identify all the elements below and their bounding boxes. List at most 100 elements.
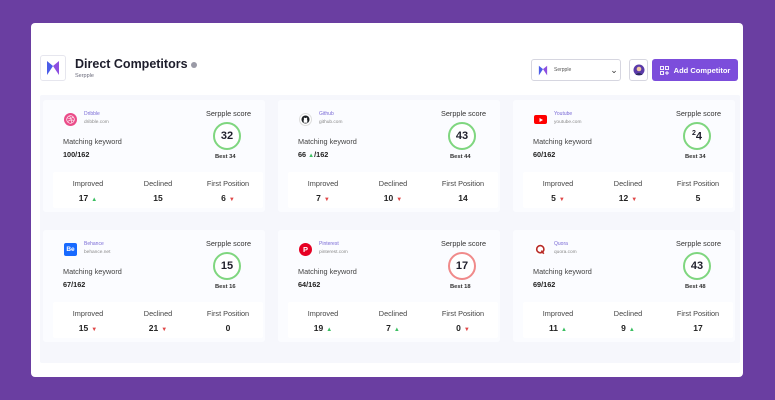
score-ring: 43 xyxy=(683,252,711,280)
competitor-name: Behance xyxy=(84,241,104,247)
score-value: 43 xyxy=(690,260,704,272)
stat-first-position: First Position 6 ▼ xyxy=(193,172,263,208)
stat-value: 21 ▼ xyxy=(148,323,168,333)
stat-label: First Position xyxy=(206,179,250,188)
stat-value: 0 xyxy=(225,323,231,333)
stats-row: Improved 7 ▼ Declined 10 ▼ First Position … xyxy=(288,172,498,208)
score-ring: 32 xyxy=(213,122,241,150)
competitor-url: dribble.com xyxy=(84,120,109,125)
page-subtitle: Serpple xyxy=(75,73,94,79)
stat-value: 17 xyxy=(693,323,703,333)
stat-label: Improved xyxy=(307,179,339,188)
competitor-url: pinterest.com xyxy=(319,250,348,255)
project-select[interactable]: Serpple ⌄ xyxy=(531,59,621,81)
info-icon[interactable] xyxy=(190,61,197,68)
arrow-up-icon: ▲ xyxy=(561,327,567,333)
stat-label: Declined xyxy=(143,309,173,318)
matching-keyword-label: Matching keyword xyxy=(533,267,592,276)
stat-label: Declined xyxy=(613,309,643,318)
stat-improved: Improved 5 ▼ xyxy=(523,172,593,208)
score-label: Serpple score xyxy=(441,109,487,118)
stats-row: Improved 11 ▲ Declined 9 ▲ First Position … xyxy=(523,302,733,338)
stat-value: 7 ▲ xyxy=(386,323,400,333)
best-score: Best 18 xyxy=(450,284,471,290)
competitor-card-pinterest[interactable]: P Pinterest pinterest.com Matching keywo… xyxy=(278,230,500,342)
arrow-down-icon: ▼ xyxy=(161,327,168,333)
add-competitor-button[interactable]: Add Competitor xyxy=(652,59,738,81)
competitor-name: Quora xyxy=(554,241,568,247)
arrow-down-icon: ▼ xyxy=(91,327,98,333)
best-score: Best 34 xyxy=(215,154,236,160)
quora-icon xyxy=(534,243,547,256)
matching-keyword-value: 66 ▲/162 xyxy=(298,150,329,159)
matching-keyword-value: 69/162 xyxy=(533,280,556,289)
stat-declined: Declined 7 ▲ xyxy=(358,302,428,338)
competitor-name: Dribble xyxy=(84,111,100,117)
competitor-name: Youtube xyxy=(554,111,573,117)
stat-label: First Position xyxy=(676,179,720,188)
stat-label: First Position xyxy=(676,309,720,318)
competitors-panel: Direct Competitors Serpple Serpple ⌄ Add… xyxy=(31,23,743,377)
stat-declined: Declined 12 ▼ xyxy=(593,172,663,208)
stat-value: 17 ▲ xyxy=(78,193,98,203)
stat-value: 9 ▲ xyxy=(621,323,635,333)
competitor-grid: Dribble dribble.com Matching keyword 100… xyxy=(40,95,740,363)
stat-declined: Declined 9 ▲ xyxy=(593,302,663,338)
stat-label: Declined xyxy=(143,179,173,188)
stat-improved: Improved 15 ▼ xyxy=(53,302,123,338)
stat-value: 7 ▼ xyxy=(316,193,330,203)
matching-keyword-label: Matching keyword xyxy=(298,137,357,146)
stat-value: 0 ▼ xyxy=(456,323,470,333)
avatar-button[interactable] xyxy=(629,59,648,81)
matching-keyword-value: 60/162 xyxy=(533,150,556,159)
arrow-up-icon: ▲ xyxy=(628,327,635,333)
competitor-url: youtube.com xyxy=(554,120,582,125)
project-select-value: Serpple xyxy=(554,67,572,73)
matching-keyword-label: Matching keyword xyxy=(63,137,122,146)
best-score: Best 34 xyxy=(685,154,706,160)
best-score: Best 44 xyxy=(450,154,471,160)
stat-label: Improved xyxy=(72,179,104,188)
arrow-down-icon: ▼ xyxy=(631,197,638,203)
panel-header: Direct Competitors Serpple Serpple ⌄ Add… xyxy=(40,55,740,85)
grid-plus-icon xyxy=(659,65,669,75)
competitor-card-youtube[interactable]: Youtube youtube.com Matching keyword 60/… xyxy=(513,100,735,212)
competitor-card-dribble[interactable]: Dribble dribble.com Matching keyword 100… xyxy=(43,100,265,212)
pinterest-icon: P xyxy=(299,243,312,256)
stat-first-position: First Position 0 xyxy=(193,302,263,338)
stat-label: Improved xyxy=(542,179,574,188)
behance-icon: Be xyxy=(64,243,77,256)
matching-keyword-label: Matching keyword xyxy=(63,267,122,276)
stat-improved: Improved 19 ▲ xyxy=(288,302,358,338)
stat-first-position: First Position 17 xyxy=(663,302,733,338)
stat-first-position: First Position 14 xyxy=(428,172,498,208)
arrow-down-icon: ▼ xyxy=(323,197,330,203)
arrow-up-icon: ▲ xyxy=(91,197,98,203)
matching-keyword-value: 67/162 xyxy=(63,280,86,289)
score-value: 24 xyxy=(691,129,703,143)
arrow-down-icon: ▼ xyxy=(558,197,565,203)
stats-row: Improved 17 ▲ Declined 15 First Position … xyxy=(53,172,263,208)
stat-value: 10 ▼ xyxy=(383,193,403,203)
score-label: Serpple score xyxy=(676,109,722,118)
competitor-card-quora[interactable]: Quora quora.com Matching keyword 69/162 … xyxy=(513,230,735,342)
score-value: 43 xyxy=(455,130,469,142)
page-title: Direct Competitors xyxy=(75,57,197,71)
stat-value: 15 xyxy=(153,193,163,203)
stats-row: Improved 5 ▼ Declined 12 ▼ First Position … xyxy=(523,172,733,208)
dribbble-icon xyxy=(64,113,77,126)
stat-first-position: First Position 0 ▼ xyxy=(428,302,498,338)
competitor-card-github[interactable]: Github github.com Matching keyword 66 ▲/… xyxy=(278,100,500,212)
competitor-url: quora.com xyxy=(554,250,577,255)
best-score: Best 16 xyxy=(215,284,236,290)
stat-label: First Position xyxy=(441,179,485,188)
score-ring: 15 xyxy=(213,252,241,280)
score-value: 15 xyxy=(220,260,234,272)
stat-value: 19 ▲ xyxy=(313,323,333,333)
arrow-down-icon: ▼ xyxy=(396,197,403,203)
stat-declined: Declined 10 ▼ xyxy=(358,172,428,208)
competitor-card-behance[interactable]: Be Behance behance.net Matching keyword … xyxy=(43,230,265,342)
stat-label: Improved xyxy=(542,309,574,318)
arrow-up-icon: ▲ xyxy=(308,153,315,159)
avatar-icon xyxy=(633,64,644,76)
